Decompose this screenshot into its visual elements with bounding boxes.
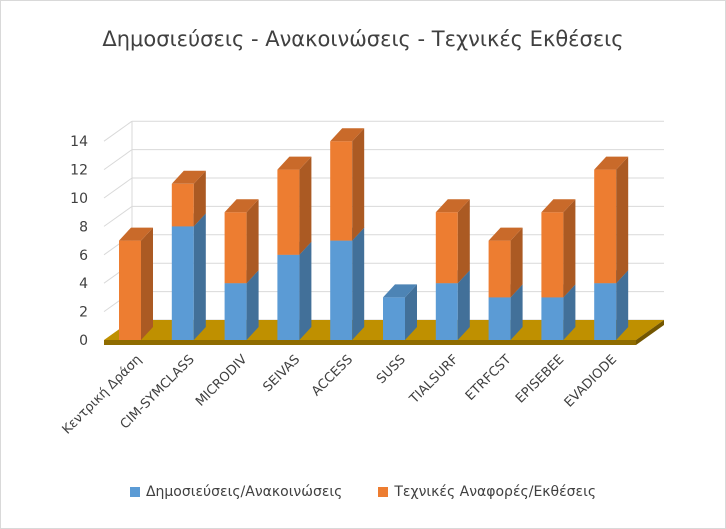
bar-side [616,156,629,284]
y-tick-label: 12 [70,163,88,179]
y-axis-ticks: 0 2 4 6 8 10 12 14 [70,134,88,349]
y-tick-label: 8 [79,219,88,235]
bar-side [193,213,206,340]
x-category-label: SEIVAS [260,352,303,395]
legend-label-technical-reports: Τεχνικές Αναφορές/Εκθέσεις [394,484,597,500]
bar-top [541,199,576,213]
bar-front [594,283,617,340]
legend-swatch-publications [129,487,140,497]
x-category-label: MICRODIV [193,352,250,409]
x-category-label: EPISEBEE [513,352,567,406]
bar-side [563,199,576,298]
bar-top [330,128,365,142]
grid-diagonal [103,177,133,199]
y-tick-label: 2 [79,305,88,321]
bar-technical-reports [435,199,470,284]
bar-top [119,227,153,241]
bar-front [171,183,194,227]
bar-technical-reports [594,156,629,284]
bar-top [224,199,259,213]
bar-side [510,227,523,298]
bar-front [171,226,194,340]
bar-publications [277,241,312,340]
bar-front [224,283,247,340]
bar-side [457,199,470,284]
bar-side [299,156,312,255]
grid-diagonal [103,149,133,171]
bar-front [541,212,564,298]
bar-side [563,284,576,340]
bar-front [488,297,511,340]
bar-front [435,212,458,284]
bar-publications [330,227,365,340]
y-tick-label: 14 [70,134,88,150]
bar-front [435,283,458,340]
bar-front [488,240,511,298]
chart-title: Δημοσιεύσεις - Ανακοινώσεις - Τεχνικές Ε… [102,27,624,51]
bar-side [510,284,523,340]
bar-front [330,240,353,340]
bar-top [594,156,629,170]
bar-side [352,227,365,340]
grid-diagonal [103,205,133,227]
y-tick-label: 4 [79,276,88,292]
x-category-label: TIALSURF [406,352,461,407]
bar-side [193,170,206,227]
bar-publications [171,213,206,340]
y-tick-label: 10 [70,191,88,207]
bar-side [246,199,259,284]
bar-top [435,199,470,213]
chart-bars [119,128,629,340]
legend-item-technical-reports: Τεχνικές Αναφορές/Εκθέσεις [378,484,596,500]
bar-front [330,141,353,241]
floor-side [636,320,664,345]
bar-front [383,297,405,340]
bar-side [405,284,417,340]
bar-side [616,270,629,340]
bar-front [277,169,300,255]
bar-front [594,169,617,284]
bar-technical-reports [330,128,365,241]
bar-top [488,227,523,241]
bar-front [277,254,300,340]
bar-technical-reports [224,199,259,284]
x-category-label: ACCESS [309,352,356,399]
bar-side [141,227,153,340]
bar-top [383,284,417,298]
legend-label-publications: Δημοσιεύσεις/Ανακοινώσεις [145,484,343,500]
bar-side [299,241,312,340]
x-category-label: ETRFCST [463,352,515,404]
bar-technical-reports [541,199,576,298]
chart-legend: Δημοσιεύσεις/Ανακοινώσεις Τεχνικές Αναφο… [0,484,726,500]
bar-publications [383,284,417,340]
bar-side [246,270,259,340]
x-category-label: EVADIODE [562,352,620,410]
bar-front [541,297,564,340]
bar-top [171,170,206,184]
grid-diagonal [103,120,133,142]
bar-side [457,270,470,340]
bar-technical-reports [171,170,206,227]
bar-technical-reports [488,227,523,298]
bar-top [277,156,312,170]
y-tick-label: 6 [79,248,88,264]
bar-front [119,240,141,340]
bar-technical-reports [119,227,153,340]
x-category-label: SUSS [374,352,409,387]
y-tick-label: 0 [79,333,88,349]
legend-swatch-technical-reports [378,487,389,497]
floor-front [104,340,636,345]
legend-item-publications: Δημοσιεύσεις/Ανακοινώσεις [129,484,343,500]
bar-technical-reports [277,156,312,255]
bar-front [224,212,247,284]
bar-side [352,128,365,241]
